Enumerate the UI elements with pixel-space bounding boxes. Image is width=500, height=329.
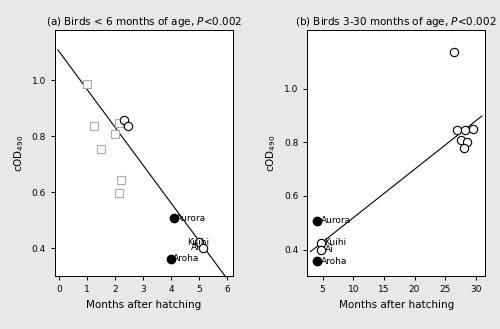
Title: (b) Birds 3-30 months of age, $\mathit{P}$<0.002: (b) Birds 3-30 months of age, $\mathit{P… <box>296 15 497 29</box>
Text: Ai: Ai <box>192 243 200 252</box>
Text: Aroha: Aroha <box>321 257 347 266</box>
Title: (a) Birds < 6 months of age, $\mathit{P}$<0.002: (a) Birds < 6 months of age, $\mathit{P}… <box>46 15 242 29</box>
Text: Kuihi: Kuihi <box>324 238 346 247</box>
Text: Aurora: Aurora <box>321 216 351 225</box>
X-axis label: Months after hatching: Months after hatching <box>338 300 454 310</box>
X-axis label: Months after hatching: Months after hatching <box>86 300 202 310</box>
Text: Kuihi: Kuihi <box>188 238 210 247</box>
Text: Aroha: Aroha <box>174 254 200 264</box>
Text: Aurora: Aurora <box>176 214 206 223</box>
Y-axis label: cOD$_{490}$: cOD$_{490}$ <box>264 134 278 172</box>
Text: Ai: Ai <box>324 245 333 254</box>
Y-axis label: cOD$_{490}$: cOD$_{490}$ <box>12 134 26 172</box>
